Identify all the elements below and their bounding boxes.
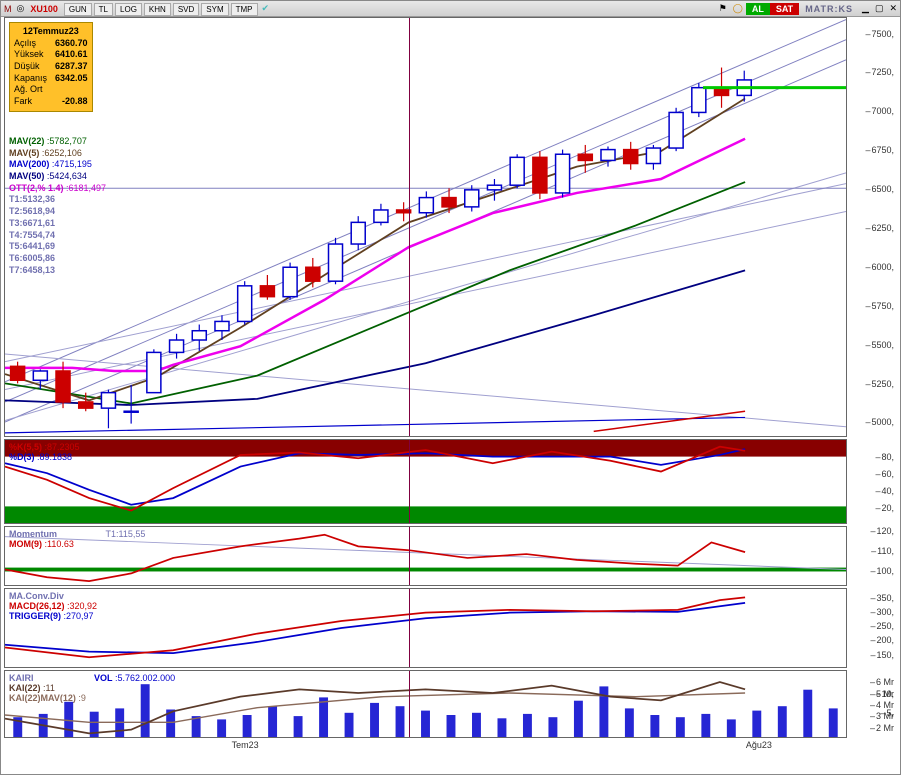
mom-t1: T1:115,55 [106, 529, 146, 539]
stoch-d-label: %D(3) :89.1838 [9, 452, 80, 462]
mom-yaxis: 100,110,120, [848, 527, 896, 585]
toolbar-btn-log[interactable]: LOG [115, 3, 142, 16]
stochastic-panel[interactable]: %K(5,5) :87.2305 %D(3) :89.1838 20,40,60… [4, 439, 847, 524]
vol-yaxis-right: 2 Mr3 Mr4 Mr5 Mr6 Mr [848, 671, 896, 737]
info-date: 12Temmuz23 [14, 26, 88, 38]
toolbar-btn-sym[interactable]: SYM [201, 3, 228, 16]
momentum-panel[interactable]: Momentum T1:115,55 MOM(9) :110.63 100,11… [4, 526, 847, 586]
target-icon[interactable]: ◎ [15, 3, 27, 14]
vol-labels: KAIRI VOL :5.762.002.000 KAI(22) :11 KAI… [9, 673, 183, 703]
time-axis: Tem23Ağu23 [4, 740, 847, 754]
mom-labels: Momentum T1:115,55 MOM(9) :110.63 [9, 529, 153, 549]
o-icon[interactable]: ◯ [730, 3, 746, 14]
volume-panel[interactable]: KAIRI VOL :5.762.002.000 KAI(22) :11 KAI… [4, 670, 847, 738]
toolbar-btn-tmp[interactable]: TMP [231, 3, 258, 16]
toolbar-btn-svd[interactable]: SVD [173, 3, 199, 16]
min-icon[interactable]: ▁ [859, 3, 872, 14]
toolbar-btn-gun[interactable]: GUN [64, 3, 92, 16]
buy-button[interactable]: AL [746, 3, 770, 15]
macd-yaxis: 150,200,250,300,350, [848, 589, 896, 667]
stoch-labels: %K(5,5) :87.2305 %D(3) :89.1838 [9, 442, 96, 462]
symbol-label: XU100 [26, 4, 62, 14]
toolbar-btn-tl[interactable]: TL [94, 3, 113, 16]
kairi-ma-value: KAI(22)MAV(12) :9 [9, 693, 94, 703]
chart-area: 12Temmuz23 Açılış6360.70Yüksek6410.61Düş… [4, 17, 897, 754]
brand-label: MATR:KS [799, 4, 859, 14]
toolbar-btn-khn[interactable]: KHN [144, 3, 171, 16]
menu-icon[interactable]: M [1, 4, 15, 14]
stoch-yaxis: 20,40,60,80, [848, 440, 896, 523]
max-icon[interactable]: ▢ [872, 3, 887, 14]
vol-value: VOL :5.762.002.000 [94, 673, 175, 683]
kairi-title: KAIRI [9, 673, 34, 683]
macd-trigger: TRIGGER(9) :270,97 [9, 611, 102, 621]
app-window: M ◎ XU100 GUNTLLOGKHNSVDSYMTMP ✔ ⚑ ◯ AL … [0, 0, 901, 775]
macd-title: MA.Conv.Div [9, 591, 64, 601]
close-icon[interactable]: ✕ [886, 3, 900, 14]
ohlc-info-box: 12Temmuz23 Açılış6360.70Yüksek6410.61Düş… [9, 22, 93, 112]
kairi-value: KAI(22) :11 [9, 683, 63, 693]
sell-button[interactable]: SAT [770, 3, 799, 15]
macd-panel[interactable]: MA.Conv.Div MACD(26,12) :320,92 TRIGGER(… [4, 588, 847, 668]
price-panel[interactable]: 12Temmuz23 Açılış6360.70Yüksek6410.61Düş… [4, 17, 847, 437]
twitter-icon[interactable]: ✔ [258, 3, 274, 14]
macd-value: MACD(26,12) :320,92 [9, 601, 105, 611]
price-yaxis: 5000,5250,5500,5750,6000,6250,6500,6750,… [848, 18, 896, 436]
macd-labels: MA.Conv.Div MACD(26,12) :320,92 TRIGGER(… [9, 591, 113, 621]
toolbar: M ◎ XU100 GUNTLLOGKHNSVDSYMTMP ✔ ⚑ ◯ AL … [1, 1, 900, 17]
mom-title: Momentum [9, 529, 65, 539]
indicator-list: MAV(22) :5782,707MAV(5) :6252,106MAV(200… [9, 136, 106, 276]
mom-value: MOM(9) :110.63 [9, 539, 82, 549]
stoch-k-label: %K(5,5) :87.2305 [9, 442, 88, 452]
flag-icon[interactable]: ⚑ [716, 3, 730, 14]
